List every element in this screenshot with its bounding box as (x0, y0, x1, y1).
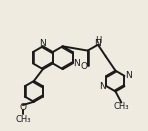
Text: N: N (94, 39, 101, 48)
Text: O: O (19, 103, 26, 112)
Text: N: N (73, 59, 79, 68)
Text: N: N (125, 71, 131, 80)
Text: H: H (95, 36, 102, 45)
Text: O: O (81, 62, 88, 71)
Text: CH₃: CH₃ (114, 102, 129, 111)
Text: N: N (40, 39, 46, 48)
Text: N: N (99, 82, 106, 91)
Text: CH₃: CH₃ (15, 115, 30, 124)
